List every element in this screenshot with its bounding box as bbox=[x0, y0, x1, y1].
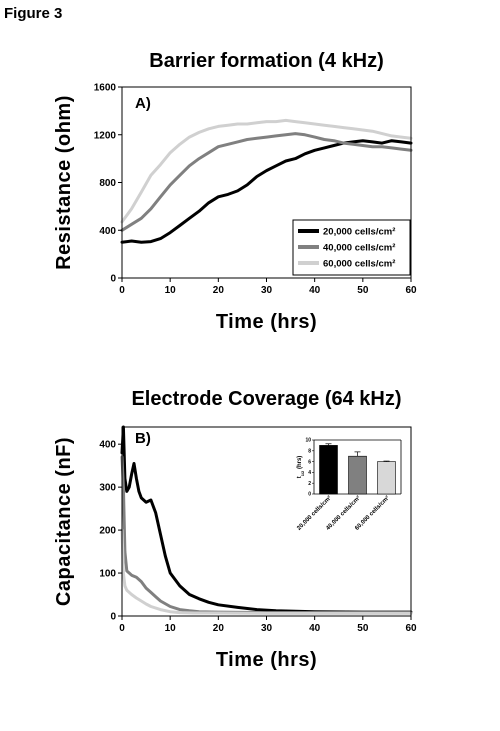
y-axis-label: Resistance (ohm) bbox=[53, 95, 75, 270]
inset-y-tick-label: 10 bbox=[305, 438, 311, 444]
y-tick-label: 800 bbox=[99, 178, 116, 189]
legend: 20,000 cells/cm² 40,000 cells/cm² 60,000 c… bbox=[292, 219, 411, 276]
y-axis-label: Capacitance (nF) bbox=[53, 437, 75, 606]
y-tick-label: 100 bbox=[99, 569, 116, 580]
chart-title: Electrode Coverage (64 kHz) bbox=[131, 388, 401, 410]
inset-bar-2 bbox=[348, 455, 367, 495]
x-tick-label: 0 bbox=[119, 285, 125, 296]
x-tick-label: 30 bbox=[261, 285, 273, 296]
inset-bar-1 bbox=[319, 445, 338, 495]
x-tick-label: 50 bbox=[357, 623, 369, 634]
x-tick-label: 60 bbox=[405, 285, 417, 296]
x-tick-label: 60 bbox=[405, 623, 417, 634]
inset-bar-3 bbox=[377, 461, 396, 495]
x-axis-label: Time (hrs) bbox=[216, 311, 317, 333]
x-tick-label: 10 bbox=[165, 623, 177, 634]
x-tick-label: 40 bbox=[309, 285, 321, 296]
legend-entry: 20,000 cells/cm² bbox=[323, 227, 395, 238]
inset-y-tick-label: 4 bbox=[308, 470, 311, 476]
series-line-3 bbox=[120, 118, 413, 224]
x-tick-label: 20 bbox=[213, 285, 225, 296]
x-tick-label: 30 bbox=[261, 623, 273, 634]
x-tick-label: 20 bbox=[213, 623, 225, 634]
legend-entry: 60,000 cells/cm² bbox=[323, 259, 395, 270]
inset-y-tick-label: 2 bbox=[308, 481, 311, 487]
series-line-2 bbox=[120, 455, 413, 615]
inset-y-tick-label: 8 bbox=[308, 449, 311, 455]
y-tick-label: 1200 bbox=[94, 130, 117, 141]
inset-y-label: t1/2 (hrs) bbox=[297, 456, 305, 479]
series-line-1 bbox=[120, 139, 413, 244]
y-tick-label: 200 bbox=[99, 526, 116, 537]
panel-label: A) bbox=[135, 95, 151, 112]
figure-label: Figure 3 bbox=[4, 5, 63, 22]
x-axis-label: Time (hrs) bbox=[216, 649, 317, 671]
y-tick-label: 400 bbox=[99, 440, 116, 451]
x-tick-label: 10 bbox=[165, 285, 177, 296]
x-tick-label: 0 bbox=[119, 623, 125, 634]
y-tick-label: 0 bbox=[110, 274, 116, 285]
inset-y-tick-label: 0 bbox=[308, 492, 311, 498]
y-tick-label: 0 bbox=[110, 612, 116, 623]
y-tick-label: 400 bbox=[99, 226, 116, 237]
inset-y-tick-label: 6 bbox=[308, 459, 311, 465]
panel-label: B) bbox=[135, 430, 151, 447]
chart-title: Barrier formation (4 kHz) bbox=[149, 50, 384, 72]
x-tick-label: 40 bbox=[309, 623, 321, 634]
y-tick-label: 1600 bbox=[94, 83, 117, 94]
y-tick-label: 300 bbox=[99, 483, 116, 494]
x-tick-label: 50 bbox=[357, 285, 369, 296]
series-line-2 bbox=[120, 132, 413, 232]
series-line-1 bbox=[120, 425, 413, 614]
legend-entry: 40,000 cells/cm² bbox=[323, 243, 395, 254]
series-line-3 bbox=[120, 528, 413, 615]
